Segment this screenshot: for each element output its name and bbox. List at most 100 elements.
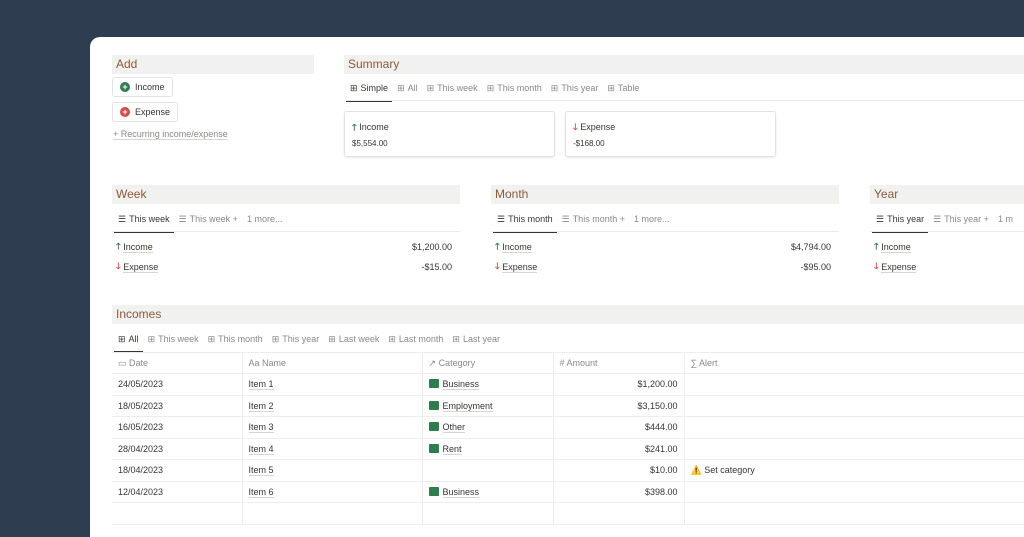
category-link[interactable]: Business [442, 486, 480, 498]
add-header: Add [112, 55, 314, 74]
name-cell[interactable]: Item 6 [242, 481, 423, 503]
table-row[interactable]: 24/05/2023 Item 1 Business $1,200.00 [112, 373, 1024, 396]
amount-cell[interactable]: $3,150.00 [553, 395, 685, 417]
table-row[interactable]: 18/05/2023 Item 2 Employment $3,150.00 [112, 395, 1024, 417]
more-views[interactable]: 1 more... [634, 210, 670, 228]
building-icon [428, 443, 439, 453]
plus-circle-icon: + [120, 82, 130, 92]
amount-cell[interactable] [553, 502, 685, 525]
category-link[interactable]: Employment [442, 400, 493, 412]
table-row[interactable]: 16/05/2023 Item 3 Other $444.00 [112, 416, 1024, 439]
item-name[interactable]: Item 1 [248, 379, 274, 391]
column-category[interactable]: ↗ Category [422, 352, 554, 374]
date-cell[interactable]: 28/04/2023 [112, 438, 243, 460]
recurring-link[interactable]: + Recurring income/expense [113, 129, 228, 140]
item-name[interactable]: Item 4 [248, 443, 274, 455]
tab-this-week-plus[interactable]: ☰ This week + [179, 210, 238, 228]
week-income-row[interactable]: 🡑 Income [116, 237, 153, 257]
tab-this-month[interactable]: ⊞ This month [208, 330, 263, 348]
table-row[interactable] [112, 502, 1024, 525]
tab-label: This year [887, 214, 925, 224]
week-income-value: $1,200.00 [411, 242, 452, 252]
name-cell[interactable]: Item 4 [242, 438, 423, 460]
amount-cell[interactable]: $444.00 [553, 416, 685, 439]
date-cell[interactable]: 12/04/2023 [112, 481, 243, 503]
alert-cell[interactable] [684, 416, 1024, 439]
amount-cell[interactable]: $241.00 [553, 438, 685, 460]
month-expense-row[interactable]: 🡓 Expense [495, 257, 538, 277]
table-icon: ⊞ [328, 333, 336, 344]
tab-this-month[interactable]: ☰ This month [493, 210, 557, 233]
tab-last-week[interactable]: ⊞ Last week [328, 330, 379, 348]
category-cell[interactable]: Other [422, 416, 554, 439]
item-name[interactable]: Item 6 [248, 486, 274, 498]
amount-cell[interactable]: $1,200.00 [553, 373, 685, 396]
column-name[interactable]: Aa Name [242, 352, 423, 374]
month-income-row[interactable]: 🡑 Income [495, 237, 532, 257]
alert-cell[interactable] [684, 438, 1024, 460]
amount-cell[interactable]: $398.00 [553, 481, 685, 503]
tab-this-month[interactable]: ⊞ This month [487, 79, 542, 97]
date-cell[interactable]: 24/05/2023 [112, 373, 243, 396]
summary-header: Summary [344, 55, 1024, 74]
add-income-button[interactable]: + Income [112, 77, 173, 97]
tab-this-week[interactable]: ⊞ This week [427, 79, 478, 97]
name-cell[interactable]: Item 2 [242, 395, 423, 417]
date-cell[interactable] [112, 502, 243, 525]
amount-cell[interactable]: $10.00 [553, 459, 685, 482]
more-views[interactable]: 1 m [998, 210, 1013, 228]
column-amount[interactable]: # Amount [553, 352, 685, 374]
tab-this-month-plus[interactable]: ☰ This month + [562, 210, 625, 228]
table-row[interactable]: 18/04/2023 Item 5 $10.00 ⚠️ Set category [112, 459, 1024, 482]
tab-table[interactable]: ⊞ Table [607, 79, 639, 97]
name-cell[interactable]: Item 3 [242, 416, 423, 439]
category-cell[interactable] [422, 459, 554, 482]
divider [344, 100, 1024, 101]
name-cell[interactable]: Item 1 [242, 373, 423, 396]
alert-cell[interactable] [684, 502, 1024, 525]
tab-all[interactable]: ⊞ All [397, 79, 418, 97]
category-link[interactable]: Business [442, 379, 480, 391]
category-cell[interactable]: Business [422, 373, 554, 396]
tab-this-year-plus[interactable]: ☰ This year + [933, 210, 989, 228]
tab-last-year[interactable]: ⊞ Last year [452, 330, 500, 348]
category-link[interactable]: Other [442, 422, 466, 434]
category-cell[interactable]: Employment [422, 395, 554, 417]
tab-this-week[interactable]: ☰ This week [114, 210, 174, 233]
alert-cell[interactable]: ⚠️ Set category [684, 459, 1024, 482]
expense-card[interactable]: 🡓 Expense -$168.00 [565, 111, 776, 157]
income-card[interactable]: 🡑 Income $5,554.00 [344, 111, 555, 157]
alert-cell[interactable] [684, 373, 1024, 396]
name-cell[interactable]: Item 5 [242, 459, 423, 482]
category-cell[interactable] [422, 502, 554, 525]
date-cell[interactable]: 16/05/2023 [112, 416, 243, 439]
item-name[interactable]: Item 3 [248, 422, 274, 434]
column-alert[interactable]: ∑ Alert [684, 352, 1024, 374]
alert-cell[interactable] [684, 481, 1024, 503]
year-income-row[interactable]: 🡑 Income [874, 237, 911, 257]
tab-this-year[interactable]: ⊞ This year [551, 79, 599, 97]
category-cell[interactable]: Rent [422, 438, 554, 460]
name-cell[interactable] [242, 502, 423, 525]
more-views[interactable]: 1 more... [247, 210, 283, 228]
list-icon: ☰ [118, 213, 127, 224]
date-cell[interactable]: 18/04/2023 [112, 459, 243, 482]
date-cell[interactable]: 18/05/2023 [112, 395, 243, 417]
category-cell[interactable]: Business [422, 481, 554, 503]
tab-this-week[interactable]: ⊞ This week [148, 330, 199, 348]
week-expense-row[interactable]: 🡓 Expense [116, 257, 159, 277]
tab-simple[interactable]: ⊞ Simple [345, 79, 393, 102]
category-link[interactable]: Rent [442, 443, 462, 455]
tab-last-month[interactable]: ⊞ Last month [388, 330, 443, 348]
column-date[interactable]: ▭ Date [112, 352, 243, 374]
add-expense-button[interactable]: + Expense [112, 102, 179, 122]
alert-cell[interactable] [684, 395, 1024, 417]
item-name[interactable]: Item 5 [248, 465, 274, 477]
tab-this-year[interactable]: ☰ This year [871, 210, 929, 233]
item-name[interactable]: Item 2 [248, 400, 274, 412]
table-row[interactable]: 12/04/2023 Item 6 Business $398.00 [112, 481, 1024, 503]
table-row[interactable]: 28/04/2023 Item 4 Rent $241.00 [112, 438, 1024, 460]
tab-this-year[interactable]: ⊞ This year [272, 330, 320, 348]
year-expense-row[interactable]: 🡓 Expense [874, 257, 917, 277]
tab-all[interactable]: ⊞ All [114, 330, 143, 353]
